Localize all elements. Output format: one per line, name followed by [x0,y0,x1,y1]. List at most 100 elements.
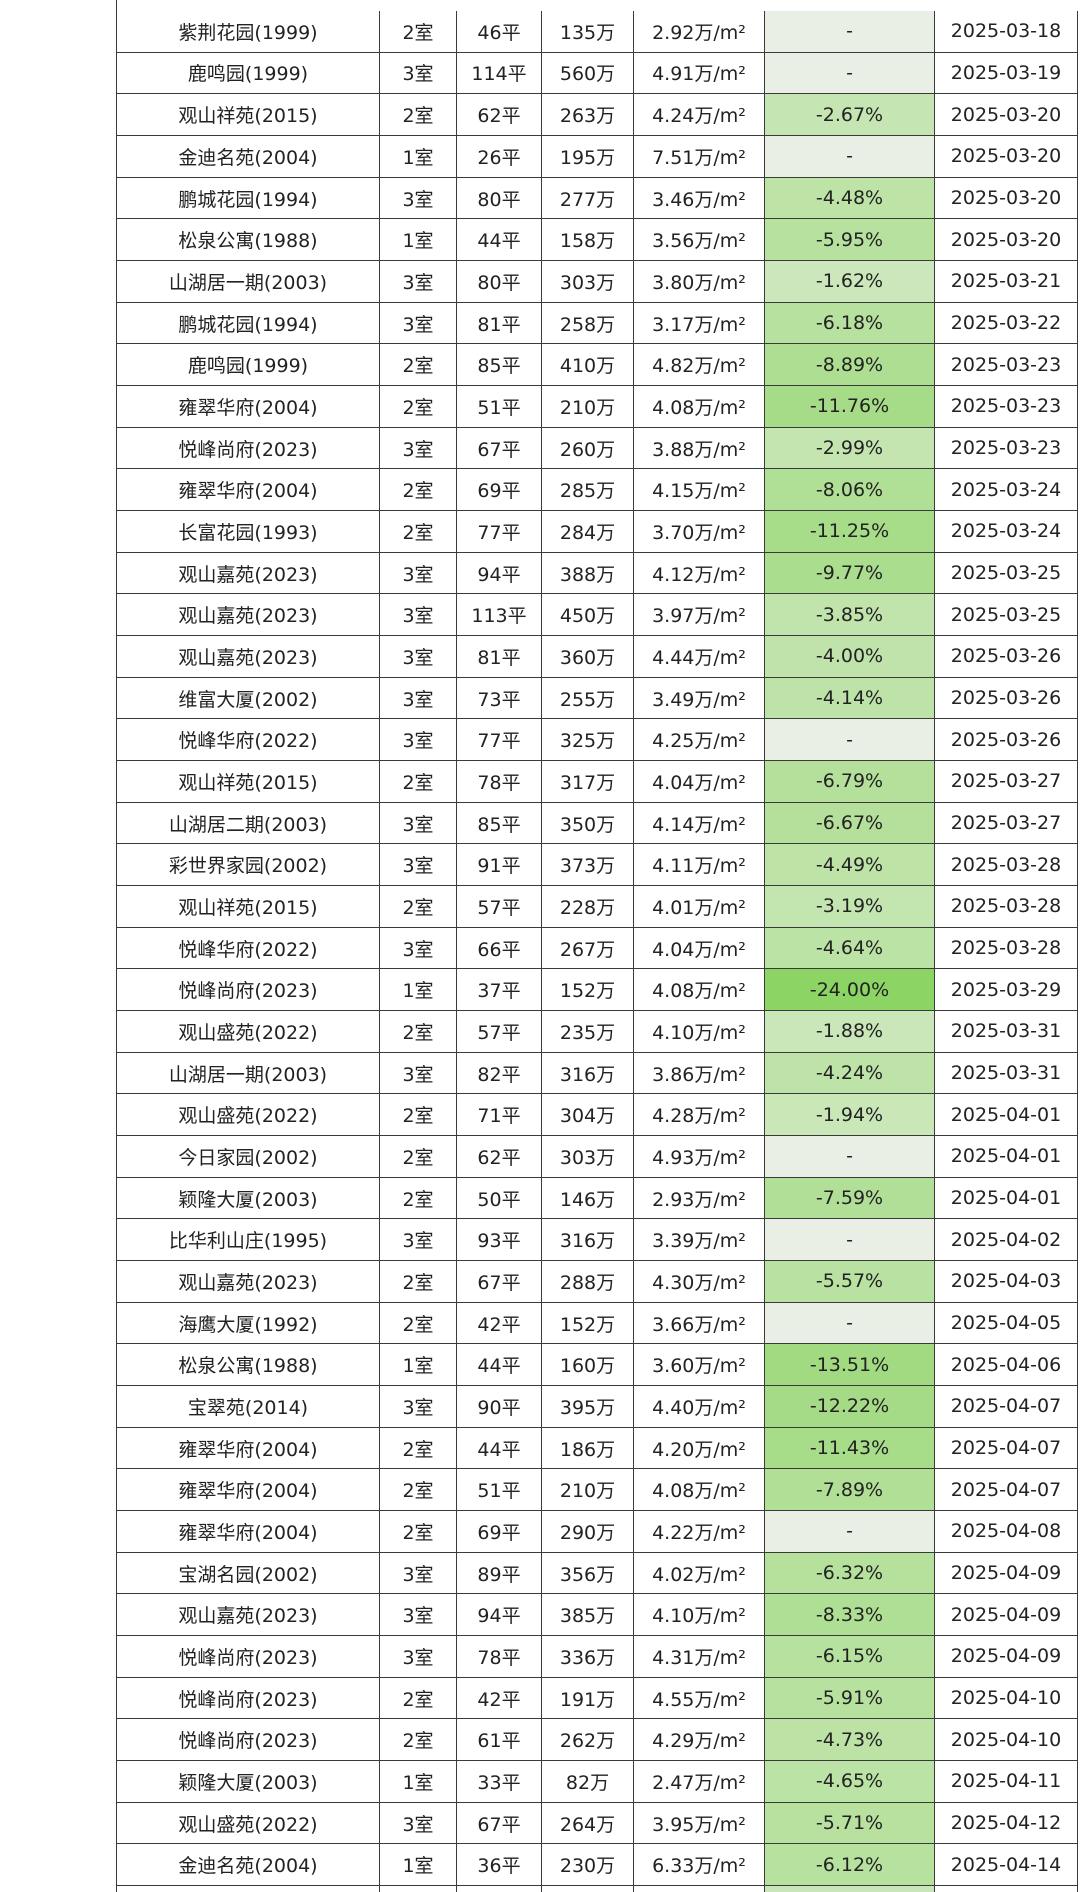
area-cell: 44平 [457,1427,542,1470]
area-cell: 113平 [457,594,542,637]
community-cell: 宝翠苑(2014) [117,1386,380,1428]
community-cell: 松泉公寓(1988) [117,219,380,261]
area-cell: 51平 [457,1469,542,1512]
area-cell: 73平 [457,677,542,720]
change-cell: - [765,136,935,178]
community-cell: 紫荆花园(1999) [117,11,380,53]
area-cell: 66平 [457,927,542,970]
change-cell: -6.12% [765,1844,935,1887]
date-cell: 2025-03-23 [935,344,1078,387]
rooms-cell: 3室 [380,302,457,345]
community-cell: 雍翠华府(2004) [117,1469,380,1512]
area-cell: 82平 [457,1052,542,1095]
unit-price-cell: 3.17万/m² [634,302,765,345]
rooms-cell: 2室 [380,344,457,387]
change-cell: -4.65% [765,1761,935,1803]
change-cell: -11.76% [765,386,935,428]
date-cell: 2025-03-25 [935,552,1078,595]
date-cell: 2025-04-07 [935,1427,1078,1470]
change-cell: -6.32% [765,1552,935,1595]
change-cell: -1.88% [765,1011,935,1053]
price-cell: 304万 [542,1094,634,1137]
date-cell: 2025-03-29 [935,969,1078,1012]
change-cell: -4.49% [765,844,935,887]
community-cell: 雍翠华府(2004) [117,1511,380,1553]
change-cell: -1.62% [765,261,935,303]
change-cell: -5.57% [765,1261,935,1303]
price-cell: 288万 [542,1261,634,1303]
date-cell: 2025-04-03 [935,1261,1078,1303]
date-cell: 2025-04-10 [935,1719,1078,1762]
community-cell: 山湖居一期(2003) [117,261,380,303]
change-cell: -4.14% [765,677,935,720]
unit-price-cell: 3.39万/m² [634,1219,765,1262]
rooms-cell: 1室 [380,969,457,1012]
unit-price-cell: 3.56万/m² [634,219,765,261]
community-cell: 鹿鸣园(1999) [117,52,380,95]
community-cell: 维富大厦(2002) [117,677,380,720]
unit-price-cell: 3.49万/m² [634,677,765,720]
date-cell: 2025-03-23 [935,386,1078,428]
change-cell: -11.25% [765,511,935,553]
rooms-cell: 2室 [380,886,457,928]
change-cell: -4.64% [765,927,935,970]
change-cell: - [765,1136,935,1178]
rooms-cell: 2室 [380,1677,457,1720]
price-cell: 350万 [542,802,634,845]
unit-price-cell: 4.04万/m² [634,927,765,970]
price-cell: 264万 [542,1802,634,1845]
rooms-cell: 2室 [380,386,457,428]
community-cell: 观山盛苑(2022) [117,1802,380,1845]
area-cell: 85平 [457,802,542,845]
unit-price-cell: 4.22万/m² [634,1511,765,1553]
community-cell: 悦峰尚府(2023) [117,1677,380,1720]
unit-price-cell: 4.11万/m² [634,844,765,887]
area-cell: 81平 [457,302,542,345]
price-cell: 290万 [542,1511,634,1553]
rooms-cell: 2室 [380,1511,457,1553]
change-cell: -6.18% [765,302,935,345]
price-cell: 160万 [542,1344,634,1387]
date-cell: 2025-03-28 [935,927,1078,970]
change-cell: -13.51% [765,1344,935,1387]
community-cell: 雍翠华府(2004) [117,469,380,512]
rooms-cell: 3室 [380,177,457,220]
rooms-cell: 3室 [380,1386,457,1428]
date-cell: 2025-03-26 [935,719,1078,762]
date-cell: 2025-03-27 [935,802,1078,845]
partial-row-cell [765,1886,935,1892]
price-cell: 317万 [542,761,634,803]
area-cell: 46平 [457,11,542,53]
change-cell: -11.43% [765,1427,935,1470]
price-cell: 152万 [542,1302,634,1345]
rooms-cell: 1室 [380,1844,457,1887]
area-cell: 77平 [457,719,542,762]
area-cell: 93平 [457,1219,542,1262]
price-cell: 262万 [542,1719,634,1762]
unit-price-cell: 4.08万/m² [634,969,765,1012]
rooms-cell: 3室 [380,677,457,720]
community-cell: 雍翠华府(2004) [117,386,380,428]
price-cell: 228万 [542,886,634,928]
price-cell: 210万 [542,1469,634,1512]
rooms-cell: 3室 [380,427,457,470]
date-cell: 2025-04-07 [935,1386,1078,1428]
unit-price-cell: 3.66万/m² [634,1302,765,1345]
unit-price-cell: 4.29万/m² [634,1719,765,1762]
rooms-cell: 2室 [380,761,457,803]
unit-price-cell: 2.93万/m² [634,1177,765,1220]
community-cell: 观山嘉苑(2023) [117,1594,380,1637]
price-cell: 325万 [542,719,634,762]
partial-row-cell [457,1886,542,1892]
price-cell: 210万 [542,386,634,428]
unit-price-cell: 4.30万/m² [634,1261,765,1303]
area-cell: 77平 [457,511,542,553]
area-cell: 80平 [457,261,542,303]
rooms-cell: 2室 [380,1136,457,1178]
area-cell: 80平 [457,177,542,220]
unit-price-cell: 4.14万/m² [634,802,765,845]
community-cell: 观山嘉苑(2023) [117,552,380,595]
community-cell: 悦峰华府(2022) [117,927,380,970]
area-cell: 91平 [457,844,542,887]
date-cell: 2025-03-21 [935,261,1078,303]
